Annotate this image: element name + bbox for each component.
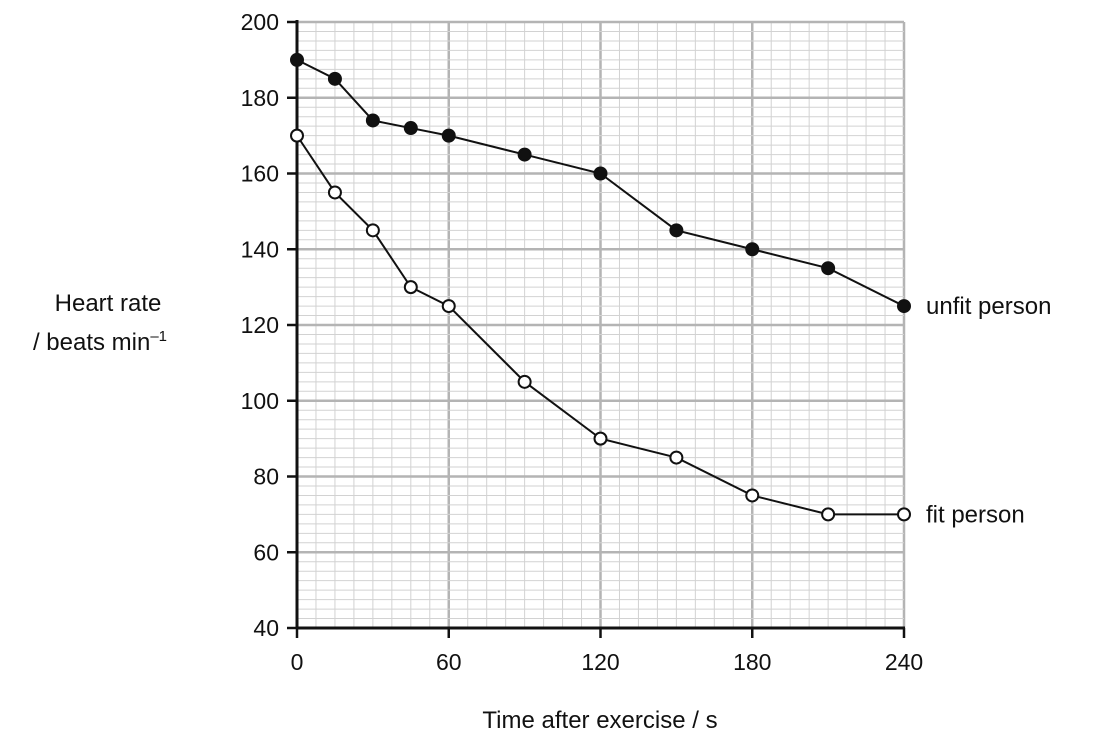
data-point (593, 431, 608, 446)
data-point (290, 52, 304, 67)
data-point (897, 299, 911, 314)
data-point (290, 128, 304, 143)
x-tick-label: 240 (885, 649, 923, 675)
data-point (745, 488, 760, 503)
series-label: fit person (926, 501, 1025, 528)
data-point (365, 113, 380, 128)
data-point (669, 223, 684, 238)
x-tick-label: 180 (733, 649, 771, 675)
y-tick-label: 60 (253, 539, 279, 565)
y-axis-title-line2: / beats min–1 (33, 328, 167, 356)
data-point (403, 121, 418, 136)
series-layer: unfit person fit person (290, 52, 1051, 528)
data-point (441, 128, 456, 143)
data-point (821, 507, 836, 522)
x-tick-label: 60 (436, 649, 462, 675)
y-tick-label: 80 (253, 464, 279, 490)
y-axis-title-exponent: –1 (150, 328, 167, 345)
tick-labels: 40 60 80 100 120 140 160 180 200 0 60 120 180 240 (241, 9, 924, 675)
data-point (821, 261, 836, 276)
series-label: unfit person (926, 293, 1051, 320)
x-tick-label: 120 (581, 649, 619, 675)
data-point (441, 299, 456, 314)
data-point (517, 374, 532, 389)
y-tick-label: 200 (241, 9, 279, 35)
y-tick-label: 40 (253, 615, 279, 641)
data-point (669, 450, 684, 465)
y-tick-label: 120 (241, 312, 279, 338)
data-point (403, 280, 418, 295)
data-point (327, 71, 342, 86)
y-axis-title-line1: Heart rate (55, 290, 162, 317)
data-point (593, 166, 608, 181)
x-axis-title: Time after exercise / s (482, 707, 717, 734)
y-tick-label: 160 (241, 161, 279, 187)
series-fit: fit person (290, 128, 1025, 528)
grid (295, 20, 906, 630)
y-tick-label: 100 (241, 388, 279, 414)
y-axis-title-unit: / beats min (33, 329, 150, 356)
y-tick-label: 140 (241, 236, 279, 262)
series-unfit: unfit person (290, 52, 1051, 320)
data-point (897, 507, 911, 522)
x-tick-label: 0 (291, 649, 304, 675)
data-point (327, 185, 342, 200)
data-point (517, 147, 532, 162)
data-point (745, 242, 760, 257)
axes (287, 20, 906, 638)
data-point (365, 223, 380, 238)
y-tick-label: 180 (241, 85, 279, 111)
